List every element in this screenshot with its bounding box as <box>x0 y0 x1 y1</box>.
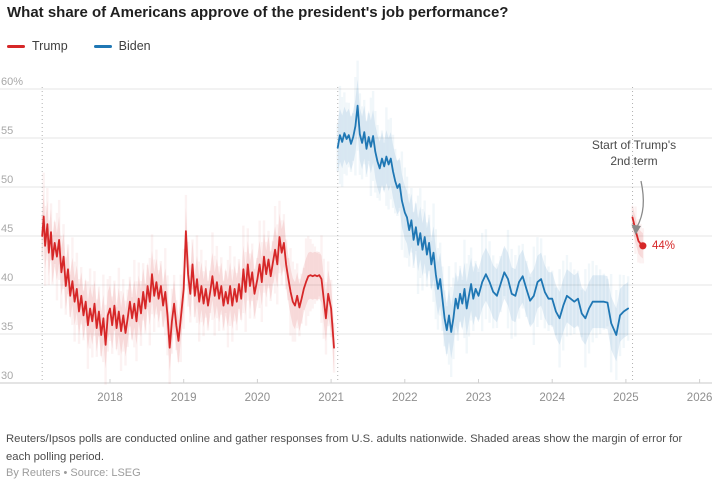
annotation-arrowhead <box>631 224 641 235</box>
annotation-line-2: 2nd term <box>610 153 658 168</box>
y-tick-label-60: 60% <box>1 76 23 88</box>
endpoint-dot <box>639 242 647 250</box>
y-tick-label-35: 35 <box>1 321 13 333</box>
term-start-lines <box>41 87 634 383</box>
endpoint-value-label: 44% <box>652 240 676 252</box>
x-tick-label-2019: 2019 <box>171 392 197 404</box>
legend: Trump Biden <box>7 39 151 53</box>
footnote: Reuters/Ipsos polls are conducted online… <box>6 433 683 464</box>
series-line-0 <box>41 215 335 349</box>
y-tick-label-55: 55 <box>1 125 13 137</box>
x-tick-label-2022: 2022 <box>392 392 418 404</box>
y-tick-label-50: 50 <box>1 174 13 186</box>
biden-line-swatch <box>93 44 112 48</box>
legend-label-biden: Biden <box>118 39 151 53</box>
y-tick-label-40: 40 <box>1 272 13 284</box>
error-bands <box>40 60 645 385</box>
x-tick-label-2025: 2025 <box>613 392 639 404</box>
legend-item-trump: Trump <box>7 39 68 53</box>
series-line-1 <box>336 104 629 336</box>
y-tick-label-30: 30 <box>1 370 13 382</box>
band-1 <box>337 79 629 362</box>
x-axis: 2018 2019 2020 2021 2022 2023 2024 2025 2026 <box>97 379 712 404</box>
x-tick-label-2020: 2020 <box>245 392 271 404</box>
annotation-arrow <box>636 180 644 228</box>
x-tick-label-2026: 2026 <box>687 392 713 404</box>
x-tick-label-2018: 2018 <box>97 392 123 404</box>
gridlines: 60% 55 50 45 40 35 30 <box>0 76 712 384</box>
chart-title: What share of Americans approve of the p… <box>7 4 509 21</box>
trump-line-swatch <box>7 44 25 48</box>
byline: By Reuters • Source: LSEG <box>6 467 141 479</box>
x-tick-label-2024: 2024 <box>539 392 565 404</box>
x-tick-label-2021: 2021 <box>318 392 344 404</box>
legend-label-trump: Trump <box>32 39 68 53</box>
legend-item-biden: Biden <box>93 39 151 53</box>
band-streaks-1 <box>336 60 630 380</box>
y-tick-label-45: 45 <box>1 223 13 235</box>
annotation-trump-2nd-term: Start of Trump's 2nd term <box>568 138 700 170</box>
x-tick-label-2023: 2023 <box>466 392 492 404</box>
annotation-line-1: Start of Trump's <box>591 138 677 152</box>
